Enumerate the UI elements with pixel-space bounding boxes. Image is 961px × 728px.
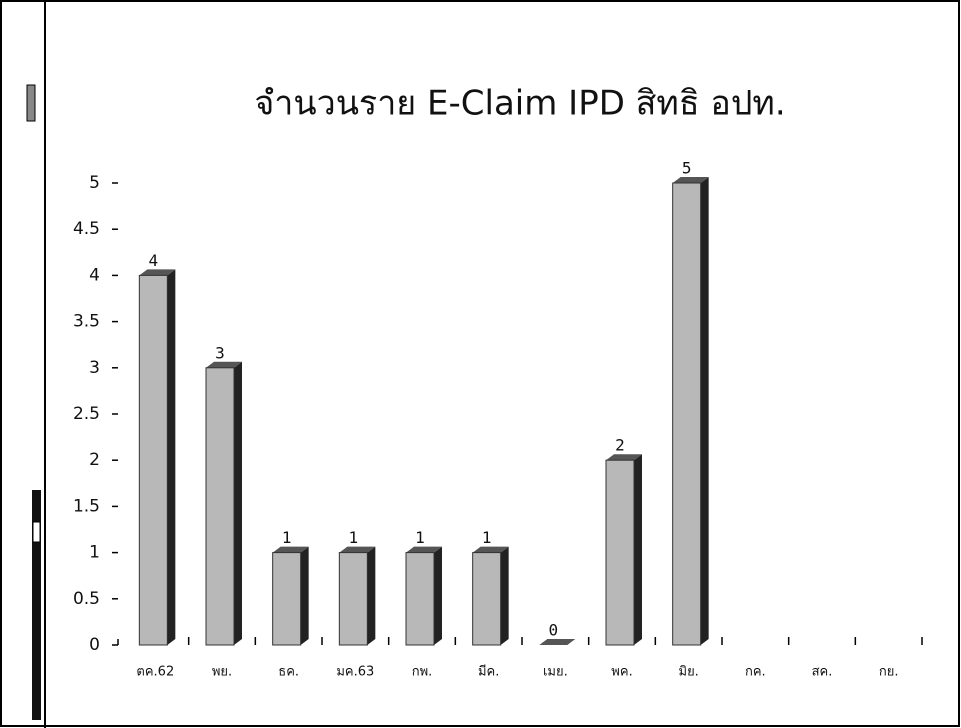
y-tick-label: 0.5 <box>73 589 100 609</box>
value-label: 5 <box>682 159 692 178</box>
bar-top <box>272 546 309 553</box>
left-bar <box>32 490 41 720</box>
bar-side <box>634 454 642 645</box>
y-tick-label: 4.5 <box>73 219 100 239</box>
bar <box>605 459 635 646</box>
x-tick-label: กค. <box>745 665 766 680</box>
x-tick-label: มค.63 <box>336 665 374 680</box>
bar <box>672 182 702 646</box>
bar <box>405 552 435 646</box>
bar-top <box>139 269 176 276</box>
bar <box>472 552 502 646</box>
y-tick-label: 3 <box>89 358 100 378</box>
bar <box>338 552 368 646</box>
bar <box>205 367 235 646</box>
x-tick-label: ธค. <box>278 665 299 680</box>
bar-side <box>367 546 376 645</box>
value-label: 1 <box>415 528 425 547</box>
y-tick-label: 1.5 <box>73 496 100 516</box>
y-tick-label: 4 <box>89 265 100 285</box>
bar-side <box>300 546 309 645</box>
y-tick-label: 2 <box>89 450 100 470</box>
bar-side <box>167 269 176 645</box>
value-label: 1 <box>482 528 492 547</box>
y-tick-label: 5 <box>89 173 100 193</box>
bar-top <box>472 546 509 553</box>
bar-side <box>434 546 442 645</box>
bar-top <box>406 546 442 553</box>
x-tick-label: มีค. <box>478 664 499 680</box>
bar-side <box>700 177 709 645</box>
bar-top <box>539 639 576 645</box>
y-tick-label: 1 <box>89 543 100 563</box>
x-tick-label: กย. <box>879 665 899 680</box>
left-decoration <box>26 84 36 122</box>
bar <box>272 552 302 646</box>
bar-side <box>500 546 509 645</box>
left-bar-gap <box>32 521 41 543</box>
x-tick-label: เมย. <box>543 665 568 680</box>
x-tick-label: พย. <box>212 665 232 680</box>
value-label: 1 <box>349 528 359 547</box>
bar-side <box>234 361 242 645</box>
bar <box>138 274 168 646</box>
value-label: 2 <box>615 436 625 455</box>
x-tick-label: มิย. <box>679 665 699 680</box>
value-label: 4 <box>149 251 159 270</box>
bar-top <box>672 177 709 183</box>
bar-top <box>606 454 642 461</box>
value-label: 0 <box>549 621 559 640</box>
value-label: 1 <box>282 528 292 547</box>
y-tick-label: 3.5 <box>73 312 100 332</box>
value-label: 3 <box>215 343 225 362</box>
x-tick-label: พค. <box>611 665 632 680</box>
x-tick-label: กพ. <box>412 665 433 680</box>
chart-title: จำนวนราย E-Claim IPD สิทธิ อปท. <box>254 84 785 124</box>
bar-top <box>206 361 242 368</box>
bar-top <box>339 546 376 553</box>
x-tick-label: สค. <box>812 665 833 680</box>
y-tick-label: 0 <box>89 635 100 655</box>
x-tick-label: ตค.62 <box>136 665 174 680</box>
y-tick-label: 2.5 <box>73 404 100 424</box>
